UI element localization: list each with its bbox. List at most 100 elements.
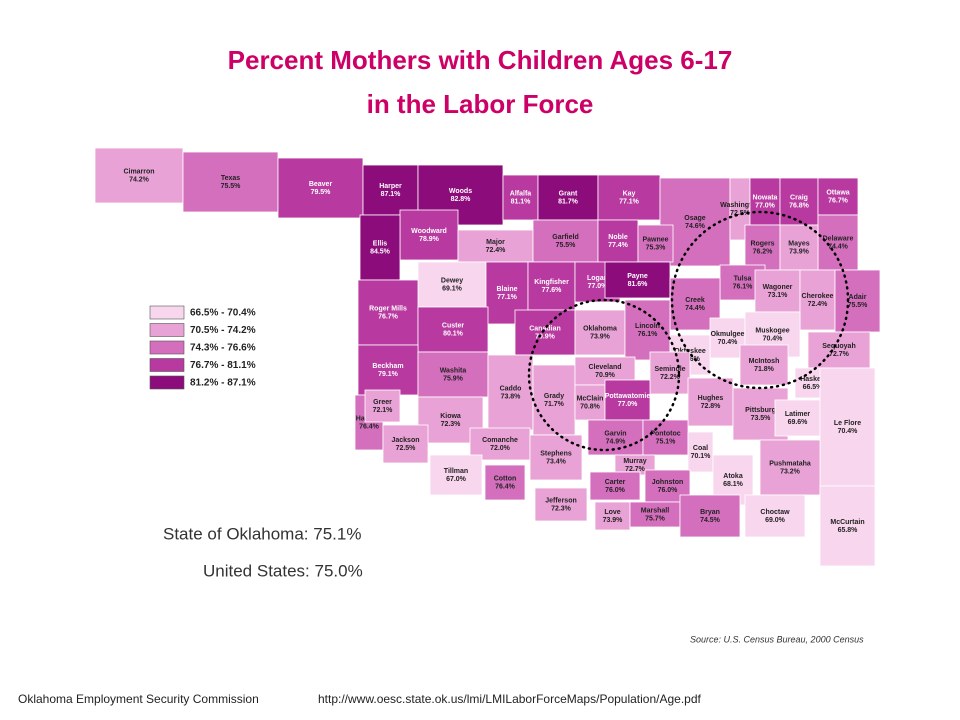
county-value: 76.4% bbox=[495, 483, 516, 490]
county-value: 70.8% bbox=[580, 403, 601, 410]
county bbox=[637, 224, 674, 263]
county-name: Pushmataha bbox=[769, 460, 811, 467]
county-value: 82.8% bbox=[451, 196, 472, 203]
legend-swatch bbox=[149, 340, 185, 355]
county-value: 73.9% bbox=[603, 517, 624, 524]
county-name: Osage bbox=[684, 215, 706, 222]
county bbox=[429, 454, 483, 496]
county bbox=[417, 261, 487, 308]
county bbox=[94, 147, 184, 204]
county-value: 71.7% bbox=[544, 401, 565, 408]
county-value: 74.9% bbox=[606, 438, 627, 445]
county bbox=[594, 501, 631, 531]
county-value: 69.0% bbox=[765, 517, 786, 524]
county-name: Craig bbox=[790, 194, 808, 201]
county-value: 77.1% bbox=[619, 198, 640, 205]
county-value: 66.5% bbox=[803, 384, 824, 391]
county bbox=[799, 269, 836, 331]
county-name: Coal bbox=[693, 445, 708, 452]
legend-swatch bbox=[149, 323, 185, 337]
county-value: 76.7% bbox=[828, 197, 849, 204]
county-name: Dewey bbox=[441, 277, 463, 284]
county bbox=[744, 494, 806, 538]
county-name: Hughes bbox=[698, 395, 724, 402]
county-value: 74.4% bbox=[685, 305, 706, 312]
county-value: 77.6% bbox=[542, 287, 563, 294]
county-name: Haskell bbox=[800, 376, 825, 383]
county-name: Carter bbox=[605, 479, 626, 486]
county-name: McClain bbox=[577, 395, 604, 402]
county bbox=[679, 494, 741, 538]
county bbox=[487, 354, 534, 431]
county-value: 69.6% bbox=[788, 419, 809, 426]
state-note: State of Oklahoma: 75.1% bbox=[163, 524, 361, 543]
footer-org: Oklahoma Employment Security Commission bbox=[18, 692, 259, 706]
county bbox=[687, 431, 714, 473]
county-name: Delaware bbox=[823, 235, 854, 242]
county bbox=[417, 351, 489, 398]
county-value: 72.2% bbox=[660, 374, 681, 381]
county-value: 76.0% bbox=[605, 487, 626, 494]
county bbox=[359, 214, 401, 281]
county-name: Pottawatomie bbox=[605, 393, 651, 400]
county-name: Grady bbox=[544, 393, 564, 400]
county-value: 74.6% bbox=[685, 223, 706, 230]
county-name: Bryan bbox=[700, 509, 720, 516]
county bbox=[277, 157, 364, 219]
county-value: 76.1% bbox=[638, 331, 659, 338]
county bbox=[834, 269, 881, 333]
county bbox=[642, 419, 689, 456]
dotted-circle bbox=[670, 210, 850, 390]
county-value: 70.9% bbox=[595, 372, 616, 379]
source: Source: U.S. Census Bureau, 2000 Census bbox=[690, 634, 864, 644]
county-name: Washington bbox=[720, 202, 760, 209]
county-value: 69.1% bbox=[442, 285, 463, 292]
title-line2: in the Labor Force bbox=[367, 89, 594, 119]
county-value: 81.7% bbox=[558, 198, 579, 205]
county bbox=[604, 379, 651, 421]
county-value: 72.5% bbox=[396, 445, 417, 452]
county-value: 72.8% bbox=[701, 403, 722, 410]
county-value: 79.1% bbox=[378, 371, 399, 378]
county bbox=[364, 389, 401, 423]
county-name: Murray bbox=[623, 458, 646, 465]
county-value: 79.9% bbox=[535, 333, 556, 340]
county bbox=[534, 487, 588, 522]
county-value: 75.9% bbox=[443, 375, 464, 382]
county-value: 81.1% bbox=[511, 198, 532, 205]
county-value: 77.0% bbox=[588, 283, 609, 290]
county-value: 75.5% bbox=[848, 302, 869, 309]
county-name: Kay bbox=[623, 190, 636, 197]
county-value: 77.0% bbox=[755, 202, 776, 209]
county bbox=[182, 151, 279, 213]
county-name: Ottawa bbox=[826, 189, 849, 196]
county-name: Logan bbox=[587, 275, 608, 282]
footer-url: http://www.oesc.state.ok.us/lmi/LMILabor… bbox=[318, 692, 702, 706]
county-name: Latimer bbox=[785, 411, 811, 418]
county bbox=[744, 224, 781, 271]
county-name: Cotton bbox=[494, 475, 517, 482]
county-name: Grant bbox=[559, 190, 578, 197]
county bbox=[597, 174, 661, 221]
county-name: Canadian bbox=[529, 325, 561, 332]
legend-label: 81.2% - 87.1% bbox=[190, 378, 256, 389]
county bbox=[739, 344, 789, 386]
county-name: Major bbox=[486, 239, 505, 246]
county-name: Tulsa bbox=[734, 275, 752, 282]
county bbox=[527, 261, 576, 311]
legend-swatch bbox=[149, 305, 185, 320]
county-value: 70.4% bbox=[838, 428, 859, 435]
county-name: Stephens bbox=[540, 450, 572, 457]
county-value: 79.5% bbox=[311, 189, 332, 196]
title-line1: Percent Mothers with Children Ages 6-17 bbox=[228, 45, 733, 75]
county-name: Comanche bbox=[482, 437, 518, 444]
county-value: 76.0% bbox=[658, 487, 679, 494]
legend-label: 74.3% - 76.6% bbox=[190, 343, 256, 354]
county-name: Beaver bbox=[309, 181, 333, 188]
county-name: Garfield bbox=[552, 234, 578, 241]
county-value: 72.4% bbox=[486, 247, 507, 254]
dotted-circle bbox=[527, 298, 681, 452]
county-value: 73.9% bbox=[789, 248, 810, 255]
legend-label: 76.7% - 81.1% bbox=[190, 360, 256, 371]
